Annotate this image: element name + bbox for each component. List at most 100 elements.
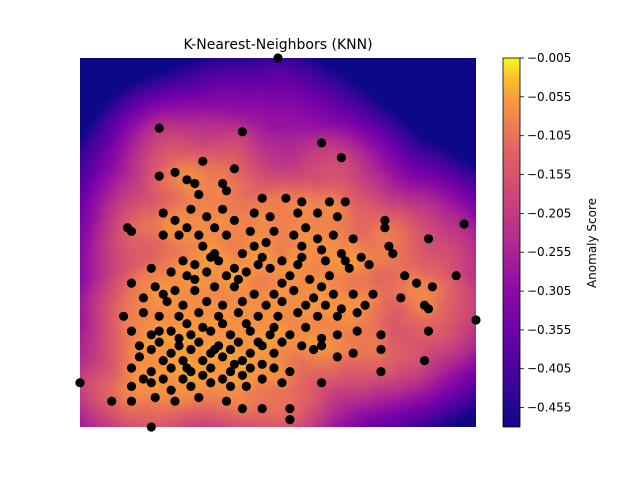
data-point — [257, 374, 267, 384]
colorbar-ticks: −0.005 −0.055 −0.105 −0.155 −0.205 −0.255 −0.3… — [520, 51, 571, 415]
data-point — [225, 381, 236, 391]
data-point — [348, 348, 358, 358]
data-point — [348, 289, 358, 299]
data-point — [340, 256, 350, 266]
data-point — [388, 249, 398, 259]
data-point — [423, 234, 434, 244]
colorbar-tick-label: −0.355 — [527, 323, 571, 337]
data-point — [182, 319, 192, 329]
data-point — [229, 164, 239, 174]
data-point — [158, 289, 168, 299]
data-point — [178, 356, 188, 366]
data-point — [336, 249, 346, 259]
data-point — [269, 226, 279, 236]
data-point — [281, 193, 291, 203]
data-point — [75, 378, 85, 388]
data-point — [332, 352, 342, 362]
data-point — [146, 330, 156, 340]
colorbar-tick-label: −0.205 — [527, 206, 571, 220]
data-point — [150, 282, 160, 292]
data-point — [218, 374, 228, 384]
data-point — [237, 296, 247, 307]
data-point — [210, 223, 220, 233]
data-point — [380, 223, 390, 233]
data-point — [332, 212, 342, 222]
data-point — [241, 267, 251, 277]
data-point — [328, 230, 338, 240]
data-point — [269, 363, 279, 373]
data-point — [344, 263, 354, 273]
data-point — [249, 241, 259, 251]
data-point — [364, 260, 374, 270]
data-point — [233, 308, 243, 318]
data-point — [229, 282, 239, 292]
data-point — [277, 256, 287, 266]
data-point — [253, 260, 263, 270]
data-point — [293, 260, 303, 270]
data-point — [249, 208, 259, 218]
data-point — [269, 322, 279, 332]
data-point — [328, 289, 338, 299]
data-point — [126, 396, 137, 406]
data-point — [186, 344, 196, 355]
data-point — [174, 311, 184, 321]
data-point — [237, 356, 247, 366]
data-point — [285, 271, 295, 281]
data-point — [289, 285, 299, 296]
data-point — [289, 230, 299, 240]
data-point — [332, 330, 342, 340]
data-point — [317, 378, 327, 388]
data-point — [317, 245, 327, 255]
data-point — [190, 274, 200, 284]
colorbar-tick-label: −0.405 — [527, 362, 571, 376]
data-point — [178, 256, 188, 266]
data-point — [170, 215, 180, 225]
data-point — [380, 215, 390, 225]
data-point — [261, 300, 271, 310]
data-point — [317, 282, 327, 292]
data-point — [146, 422, 156, 432]
data-point — [471, 315, 481, 325]
data-point — [221, 230, 232, 240]
data-point — [320, 300, 331, 310]
data-point — [218, 352, 228, 362]
data-point — [194, 392, 204, 403]
data-point — [182, 363, 192, 373]
data-point — [336, 153, 346, 163]
data-point — [206, 363, 216, 373]
colorbar: −0.005 −0.055 −0.105 −0.155 −0.205 −0.255 −0.3… — [502, 51, 599, 428]
chart-title: K-Nearest-Neighbors (KNN) — [183, 37, 372, 53]
data-point — [166, 348, 176, 358]
data-point — [356, 252, 366, 262]
data-point — [134, 352, 144, 362]
data-point — [158, 374, 168, 384]
data-point — [170, 396, 180, 406]
data-point — [320, 256, 331, 266]
data-point — [190, 178, 200, 189]
data-point — [253, 337, 263, 347]
data-point — [126, 278, 137, 288]
data-point — [178, 300, 188, 310]
data-point — [202, 267, 212, 277]
data-point — [166, 326, 176, 336]
data-point — [273, 53, 283, 63]
data-point — [384, 241, 394, 251]
data-point — [229, 359, 239, 369]
data-point — [241, 381, 251, 391]
data-point — [451, 271, 461, 281]
data-point — [285, 415, 295, 425]
data-point — [225, 367, 236, 377]
data-point — [229, 263, 239, 273]
data-point — [182, 271, 192, 281]
data-point — [154, 337, 164, 347]
data-point — [297, 341, 307, 351]
data-point — [277, 337, 287, 347]
colorbar-gradient — [502, 57, 521, 428]
data-point — [313, 208, 323, 218]
data-point — [277, 378, 287, 388]
data-point — [301, 322, 311, 332]
data-point — [459, 219, 469, 229]
data-point — [150, 392, 160, 403]
data-point — [218, 319, 228, 329]
data-point — [202, 296, 212, 307]
